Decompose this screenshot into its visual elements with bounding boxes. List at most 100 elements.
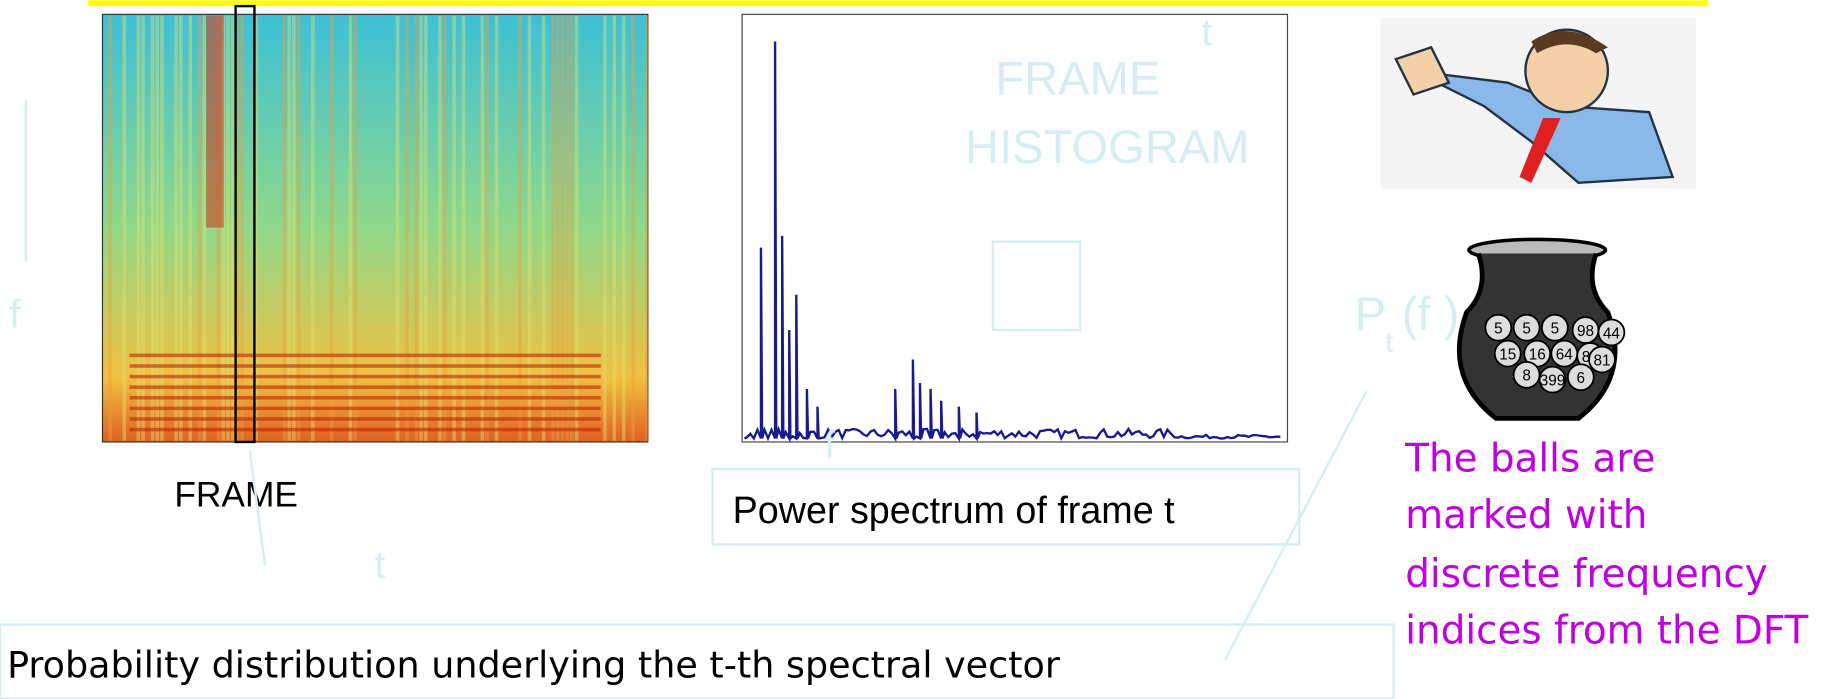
ball-label: 5 (1522, 321, 1531, 338)
texture (129, 417, 601, 421)
texture (292, 15, 296, 441)
texture (612, 15, 617, 441)
ball-label: 15 (1499, 347, 1516, 364)
texture (188, 15, 193, 441)
texture (405, 15, 409, 441)
texture (560, 15, 565, 441)
texture (574, 15, 579, 441)
texture (442, 15, 447, 441)
frame-box (234, 4, 256, 444)
texture (129, 374, 601, 379)
prob-argument: (f ) (1402, 287, 1460, 340)
ball-label: 5 (1494, 321, 1503, 338)
spectrum-line (743, 41, 1281, 443)
texture (287, 15, 291, 441)
ball (1512, 313, 1541, 342)
texture (480, 15, 485, 441)
ball-label: 6 (1577, 370, 1586, 387)
ball-label: 5 (1551, 321, 1560, 338)
texture (555, 15, 560, 441)
texture (108, 15, 112, 441)
texture (461, 15, 466, 441)
texture (438, 15, 442, 441)
cartoon-man (1380, 17, 1697, 189)
ball-label: 81 (1593, 352, 1610, 369)
texture (310, 15, 315, 441)
time-label: t (1201, 11, 1212, 53)
texture (202, 15, 207, 441)
texture (494, 15, 499, 441)
texture (329, 15, 334, 441)
texture (645, 15, 650, 441)
prob-subscript: t (1385, 325, 1393, 357)
texture (216, 15, 221, 441)
texture (485, 15, 489, 441)
texture (155, 15, 160, 441)
ball (1597, 318, 1626, 347)
ball-label: 44 (1603, 325, 1621, 342)
arrow (1224, 390, 1368, 661)
ball (1493, 339, 1522, 368)
texture (129, 427, 601, 432)
note-line: indices from the DFT (1405, 608, 1808, 653)
texture (518, 15, 522, 441)
ball (1541, 313, 1569, 342)
texture (282, 15, 287, 441)
texture (197, 15, 202, 441)
arrow (248, 450, 267, 566)
texture (160, 15, 164, 441)
ball (1588, 345, 1616, 374)
ball-label: 98 (1577, 323, 1594, 340)
texture (419, 15, 423, 441)
prob-symbol: P (1355, 287, 1386, 340)
ball-label: 8 (1522, 368, 1531, 385)
spectrogram (101, 13, 650, 443)
texture (150, 15, 155, 441)
texture (603, 15, 607, 441)
texture (621, 15, 626, 441)
texture (179, 15, 183, 441)
texture (235, 15, 240, 441)
texture (353, 15, 357, 441)
texture (541, 15, 546, 441)
texture (570, 15, 574, 441)
texture (136, 15, 141, 441)
texture (129, 385, 601, 389)
texture (395, 15, 400, 441)
note-line: marked with (1405, 493, 1647, 538)
overlay-title: FRAME (995, 51, 1160, 104)
texture (452, 15, 456, 441)
texture (122, 15, 127, 441)
texture (129, 406, 601, 411)
ball (1484, 313, 1513, 342)
spectrum-caption: Power spectrum of frame t (733, 489, 1175, 531)
freq-axis: f (9, 293, 21, 337)
note-line: discrete frequency (1405, 552, 1768, 597)
ball-label: 16 (1529, 347, 1546, 364)
texture (240, 15, 244, 441)
texture (174, 15, 178, 441)
ball (1566, 363, 1595, 392)
texture (129, 396, 601, 400)
texture (414, 15, 419, 441)
texture (230, 15, 235, 441)
time-axis: t (375, 543, 386, 585)
ball-label: 64 (1556, 347, 1574, 364)
texture (254, 15, 258, 441)
texture (296, 15, 301, 441)
texture (221, 15, 225, 441)
texture (129, 353, 601, 358)
texture (527, 15, 532, 441)
texture (348, 15, 353, 441)
texture (565, 15, 569, 441)
caption-box (711, 467, 1301, 546)
texture (129, 364, 601, 368)
top-bar (88, 0, 1709, 7)
freq-label: f (825, 423, 836, 465)
ball-label: 399 (1540, 372, 1566, 389)
texture (551, 15, 555, 441)
placeholder (991, 240, 1082, 332)
note-line: The balls are (1404, 436, 1655, 481)
